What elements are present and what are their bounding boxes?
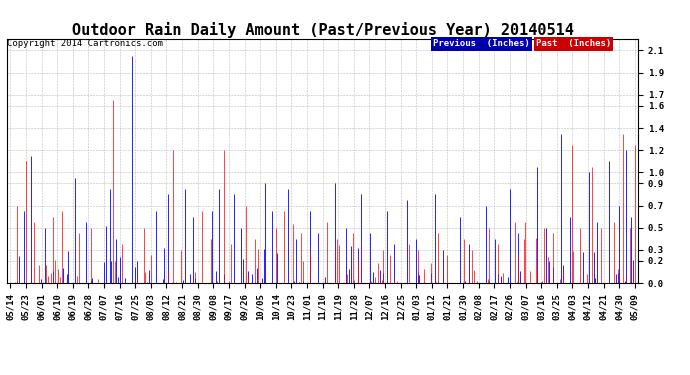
Text: Previous  (Inches): Previous (Inches) [433,39,530,48]
Title: Outdoor Rain Daily Amount (Past/Previous Year) 20140514: Outdoor Rain Daily Amount (Past/Previous… [72,22,573,38]
Text: Copyright 2014 Cartronics.com: Copyright 2014 Cartronics.com [7,39,163,48]
Text: Past  (Inches): Past (Inches) [536,39,611,48]
